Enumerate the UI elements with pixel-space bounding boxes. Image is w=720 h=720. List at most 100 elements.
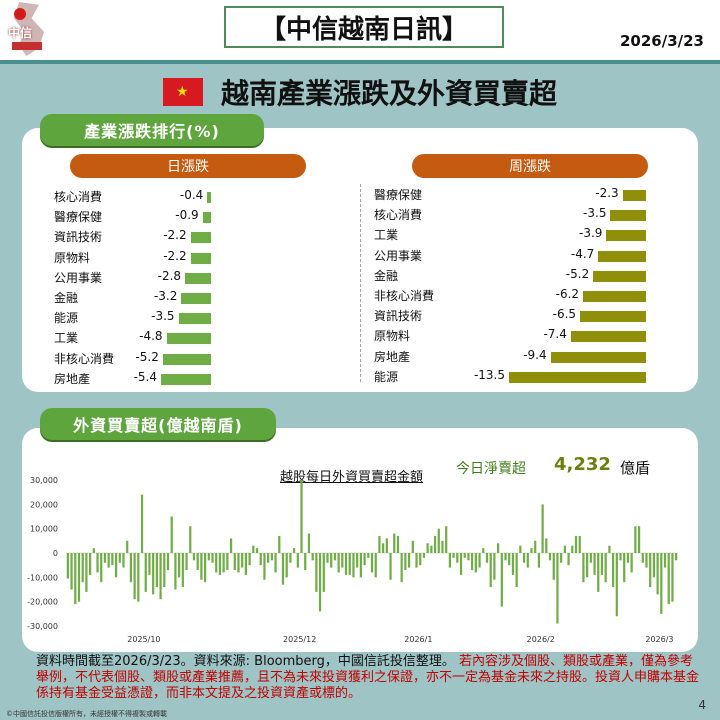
fx-bar <box>641 553 644 563</box>
fx-bar <box>367 553 370 558</box>
fx-bar <box>608 545 611 553</box>
fx-bar <box>296 553 299 568</box>
footnote: 資料時間截至2026/3/23。資料來源: Bloomberg，中國信託投信整理… <box>36 654 706 702</box>
fx-bar <box>196 553 199 571</box>
fx-bar <box>85 553 88 592</box>
ranking-value: -4.7 <box>570 246 595 261</box>
fx-bar <box>456 553 459 563</box>
fx-y-tick-label: 20,000 <box>30 500 58 509</box>
fx-y-tick-label: 10,000 <box>30 525 58 534</box>
fx-bar <box>140 494 144 553</box>
ranking-row: 能源 -13.5 <box>374 368 654 386</box>
fx-bar <box>415 553 418 568</box>
ranking-bar <box>162 353 211 365</box>
fx-bar <box>207 553 210 561</box>
ranking-bar <box>570 331 646 343</box>
ranking-value: -5.4 <box>133 369 157 384</box>
ranking-value: -3.5 <box>583 206 607 221</box>
fx-bar <box>163 553 166 588</box>
fx-bar <box>185 553 188 571</box>
fx-bar <box>252 545 255 553</box>
fx-bar <box>545 538 548 553</box>
fx-bar <box>526 553 529 568</box>
fx-bar <box>637 526 641 553</box>
vietnam-flag-icon: ★ <box>162 78 203 106</box>
fx-bar <box>463 553 466 558</box>
fx-bar <box>337 553 340 573</box>
page-subtitle: ★ 越南產業漲跌及外資買賣超 <box>0 72 720 112</box>
fx-bar <box>322 553 325 592</box>
footnote-disclaimer: 若內容涉及個股、類股或產業，僅為參考舉例，不代表個股、類股或產業推薦，且不為未來… <box>36 654 700 701</box>
fx-bar <box>511 553 515 575</box>
ranking-bar <box>207 192 211 203</box>
fx-bar <box>500 553 503 607</box>
ranking-value: -5.2 <box>135 349 159 364</box>
fx-bar <box>578 535 581 553</box>
ranking-category: 原物料 <box>374 329 411 344</box>
ranking-value: -4.8 <box>139 329 163 344</box>
fx-bar <box>178 553 181 578</box>
ranking-category: 資訊技術 <box>54 230 103 245</box>
ranking-value: -3.2 <box>153 289 178 303</box>
fx-net-value: 4,232 <box>554 454 611 475</box>
fx-bar <box>445 526 448 553</box>
ranking-row: 醫療保健 -0.9 <box>54 208 224 226</box>
fx-bar <box>604 553 607 583</box>
fx-bar <box>407 553 411 568</box>
fx-bar <box>593 553 596 575</box>
ranking-bar <box>598 250 646 262</box>
fx-bar <box>482 548 485 553</box>
fx-bar <box>107 553 110 568</box>
fx-bar <box>248 553 251 566</box>
ranking-value: -3.5 <box>151 309 175 324</box>
footnote-source: 資料時間截至2026/3/23。資料來源: Bloomberg，中國信託投信整理… <box>36 654 455 669</box>
ranking-bar <box>190 232 211 244</box>
ranking-category: 工業 <box>374 228 399 243</box>
fx-bar <box>370 553 374 573</box>
fx-bar <box>189 526 192 553</box>
fx-bar <box>129 553 133 583</box>
fx-bar <box>619 553 622 561</box>
fx-bar <box>493 553 496 580</box>
fx-bar <box>422 553 426 558</box>
fx-net-unit: 億盾 <box>620 459 651 477</box>
fx-bar <box>103 553 107 563</box>
ranking-value: -0.9 <box>175 208 199 223</box>
fx-x-tick-label: 2026/1 <box>404 635 432 644</box>
ranking-value: -2.3 <box>595 186 619 200</box>
ranking-row: 金融 -3.2 <box>54 289 224 307</box>
ctbc-vietnam-logo-icon: 中信 <box>4 2 54 56</box>
fx-bar <box>448 553 452 568</box>
ranking-category: 非核心消費 <box>54 351 115 366</box>
fx-y-tick-label: 30,000 <box>30 476 58 485</box>
fx-bar <box>504 553 507 561</box>
fx-bar <box>589 553 592 563</box>
ranking-value: -5.2 <box>565 266 590 281</box>
fx-bar <box>560 553 563 563</box>
fx-bar <box>307 533 311 553</box>
ranking-value: -6.5 <box>552 307 577 322</box>
ranking-value: -3.9 <box>579 226 603 241</box>
fx-bar <box>649 553 652 588</box>
fx-bar <box>363 553 366 566</box>
fx-bar <box>437 528 440 553</box>
ranking-row: 工業 -3.9 <box>374 226 654 244</box>
fx-bar <box>356 553 359 568</box>
ranking-bar <box>550 351 646 363</box>
fx-bar <box>574 535 578 553</box>
fx-bar <box>611 553 615 588</box>
fx-bar <box>96 553 99 573</box>
fx-bar <box>675 553 678 561</box>
ranking-category: 房地產 <box>374 349 411 364</box>
copyright: ©中國信託投信版權所有，未經授權不得複製或轉載 <box>6 710 167 718</box>
fx-bar <box>222 553 225 573</box>
fx-bar <box>333 553 337 561</box>
fx-bar <box>478 553 481 568</box>
fx-bar <box>537 553 541 568</box>
fx-bar <box>66 553 69 579</box>
fx-bar <box>467 553 470 561</box>
fx-bar <box>215 553 218 573</box>
fx-bar <box>393 533 396 553</box>
fx-bar <box>77 553 81 602</box>
fx-bar <box>571 545 574 553</box>
